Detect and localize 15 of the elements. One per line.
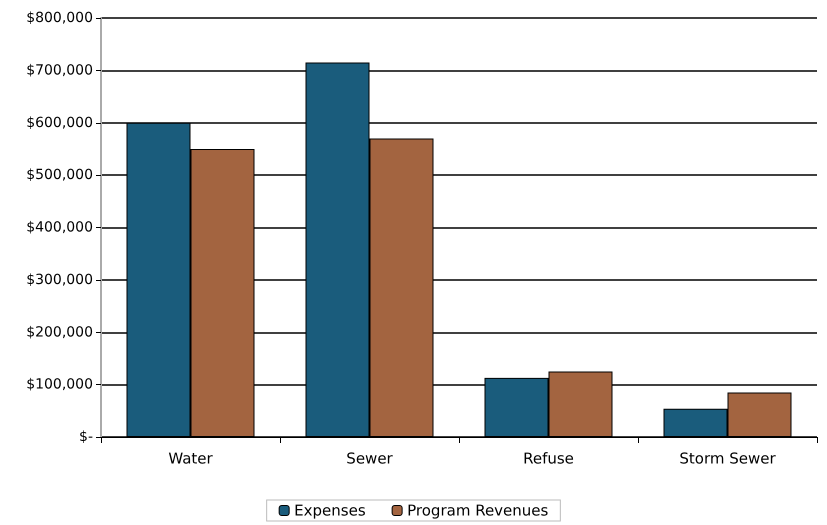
x-tick-label: Water [168, 450, 214, 468]
y-tick-label: $200,000 [26, 324, 93, 340]
y-tick-label: $800,000 [26, 10, 93, 26]
legend-label: Program Revenues [407, 502, 549, 520]
x-tick-label: Refuse [523, 450, 574, 468]
y-tick-label: $300,000 [26, 272, 93, 288]
x-tick-label: Sewer [346, 450, 394, 468]
y-tick-label: $700,000 [26, 62, 93, 78]
y-tick-label: $100,000 [26, 376, 93, 393]
x-tick-label: Storm Sewer [679, 450, 776, 468]
legend-label: Expenses [294, 502, 366, 520]
y-tick-label: $500,000 [26, 167, 93, 184]
y-tick-label: $- [79, 429, 93, 445]
y-tick-label: $600,000 [26, 114, 93, 131]
y-tick-label: $400,000 [26, 220, 93, 236]
